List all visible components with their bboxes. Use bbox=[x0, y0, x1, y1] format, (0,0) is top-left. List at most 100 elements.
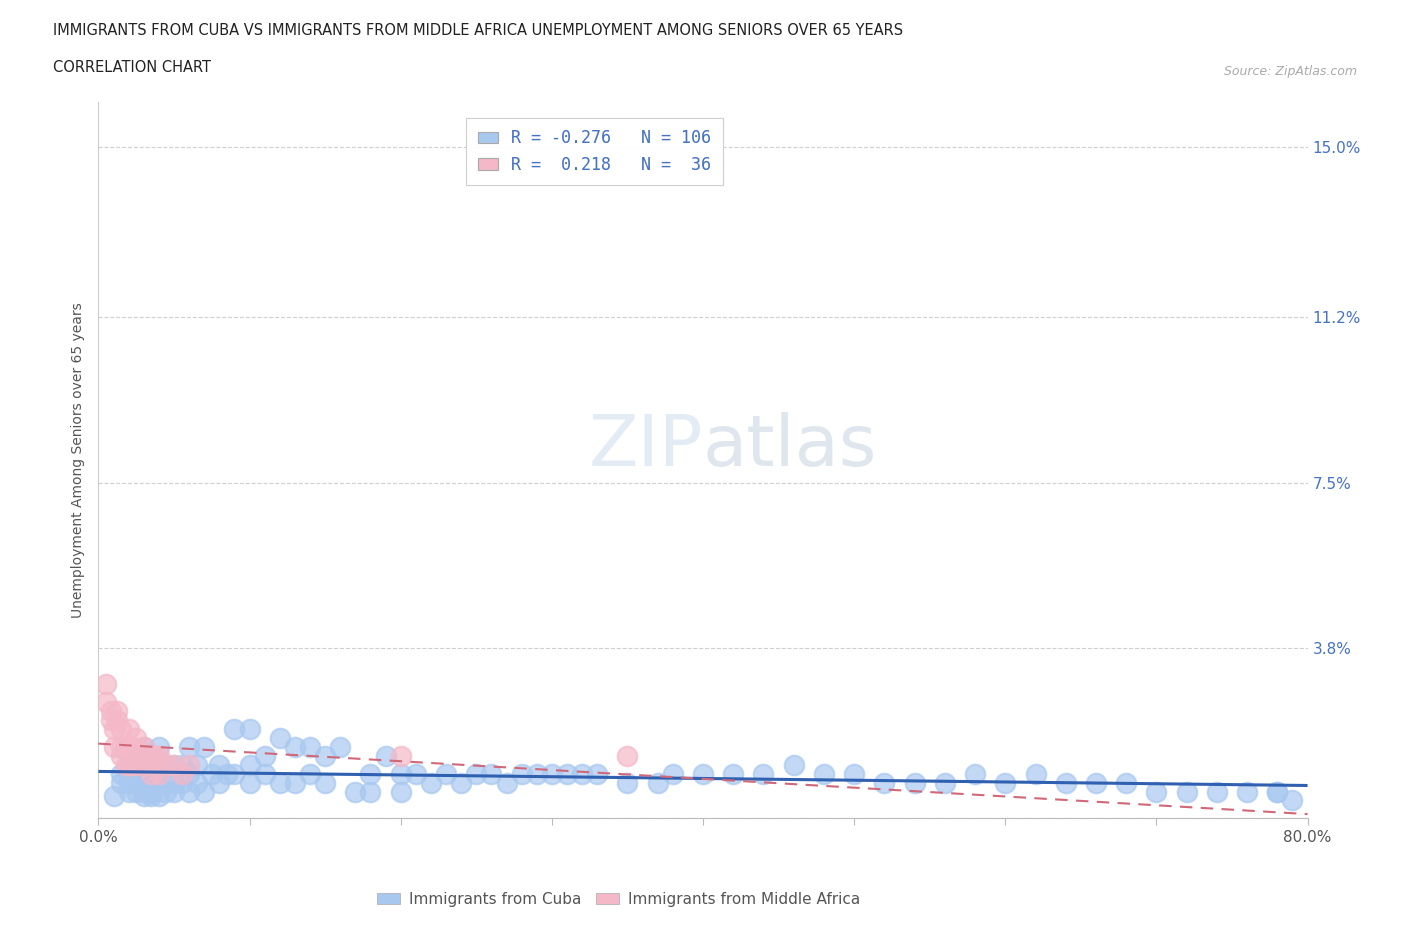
Point bbox=[125, 757, 148, 772]
Text: Source: ZipAtlas.com: Source: ZipAtlas.com bbox=[1223, 65, 1357, 78]
Point bbox=[121, 757, 143, 772]
Point bbox=[465, 766, 488, 781]
Point bbox=[1175, 784, 1198, 799]
Point bbox=[253, 749, 276, 764]
Point bbox=[103, 722, 125, 737]
Point bbox=[148, 789, 170, 804]
Point bbox=[132, 766, 155, 781]
Point bbox=[132, 749, 155, 764]
Point bbox=[904, 776, 927, 790]
Point bbox=[510, 766, 533, 781]
Point bbox=[314, 776, 336, 790]
Point bbox=[125, 757, 148, 772]
Point bbox=[389, 749, 412, 764]
Text: IMMIGRANTS FROM CUBA VS IMMIGRANTS FROM MIDDLE AFRICA UNEMPLOYMENT AMONG SENIORS: IMMIGRANTS FROM CUBA VS IMMIGRANTS FROM … bbox=[53, 23, 904, 38]
Point bbox=[105, 712, 128, 727]
Point bbox=[389, 784, 412, 799]
Point bbox=[965, 766, 987, 781]
Point bbox=[170, 776, 193, 790]
Point bbox=[253, 766, 276, 781]
Point bbox=[148, 776, 170, 790]
Point bbox=[179, 757, 201, 772]
Point bbox=[118, 739, 141, 754]
Point bbox=[481, 766, 503, 781]
Point bbox=[1054, 776, 1077, 790]
Point bbox=[94, 677, 117, 692]
Point bbox=[125, 766, 148, 781]
Point bbox=[179, 784, 201, 799]
Point bbox=[110, 722, 132, 737]
Point bbox=[103, 789, 125, 804]
Point bbox=[284, 776, 307, 790]
Point bbox=[662, 766, 685, 781]
Point bbox=[1267, 784, 1289, 799]
Point bbox=[201, 766, 224, 781]
Point bbox=[783, 757, 806, 772]
Point bbox=[208, 757, 231, 772]
Point bbox=[114, 739, 136, 754]
Point bbox=[110, 766, 132, 781]
Point bbox=[1267, 784, 1289, 799]
Point bbox=[434, 766, 457, 781]
Point bbox=[118, 757, 141, 772]
Point bbox=[224, 766, 246, 781]
Point bbox=[155, 784, 177, 799]
Point bbox=[616, 776, 638, 790]
Point bbox=[555, 766, 578, 781]
Point bbox=[132, 757, 155, 772]
Point bbox=[269, 730, 291, 745]
Point bbox=[118, 766, 141, 781]
Point bbox=[186, 776, 208, 790]
Point bbox=[135, 749, 157, 764]
Point bbox=[647, 776, 669, 790]
Point bbox=[420, 776, 443, 790]
Point bbox=[405, 766, 427, 781]
Point bbox=[1281, 793, 1303, 808]
Legend: Immigrants from Cuba, Immigrants from Middle Africa: Immigrants from Cuba, Immigrants from Mi… bbox=[371, 886, 866, 913]
Point bbox=[141, 749, 163, 764]
Point bbox=[1085, 776, 1108, 790]
Point bbox=[1236, 784, 1258, 799]
Point bbox=[132, 789, 155, 804]
Point bbox=[125, 749, 148, 764]
Y-axis label: Unemployment Among Seniors over 65 years: Unemployment Among Seniors over 65 years bbox=[70, 302, 84, 618]
Point bbox=[163, 776, 186, 790]
Point bbox=[723, 766, 745, 781]
Point bbox=[125, 776, 148, 790]
Point bbox=[118, 776, 141, 790]
Point bbox=[118, 784, 141, 799]
Point bbox=[110, 749, 132, 764]
Point bbox=[163, 757, 186, 772]
Point bbox=[132, 739, 155, 754]
Point bbox=[110, 739, 132, 754]
Point bbox=[526, 766, 548, 781]
Text: CORRELATION CHART: CORRELATION CHART bbox=[53, 60, 211, 75]
Point bbox=[100, 712, 122, 727]
Legend: R = -0.276   N = 106, R =  0.218   N =  36: R = -0.276 N = 106, R = 0.218 N = 36 bbox=[465, 118, 723, 185]
Point bbox=[118, 757, 141, 772]
Point bbox=[844, 766, 866, 781]
Point bbox=[314, 749, 336, 764]
Point bbox=[145, 749, 167, 764]
Point bbox=[329, 739, 352, 754]
Point bbox=[125, 730, 148, 745]
Point bbox=[495, 776, 517, 790]
Point bbox=[1024, 766, 1046, 781]
Point bbox=[141, 766, 163, 781]
Point bbox=[103, 739, 125, 754]
Point bbox=[132, 784, 155, 799]
Point bbox=[148, 757, 170, 772]
Point bbox=[360, 784, 382, 799]
Point bbox=[692, 766, 714, 781]
Point bbox=[105, 704, 128, 719]
Point bbox=[155, 757, 177, 772]
Point bbox=[148, 739, 170, 754]
Point bbox=[239, 776, 262, 790]
Point bbox=[186, 757, 208, 772]
Point bbox=[299, 739, 322, 754]
Point bbox=[1206, 784, 1229, 799]
Point bbox=[571, 766, 593, 781]
Point bbox=[208, 776, 231, 790]
Point bbox=[360, 766, 382, 781]
Point bbox=[239, 757, 262, 772]
